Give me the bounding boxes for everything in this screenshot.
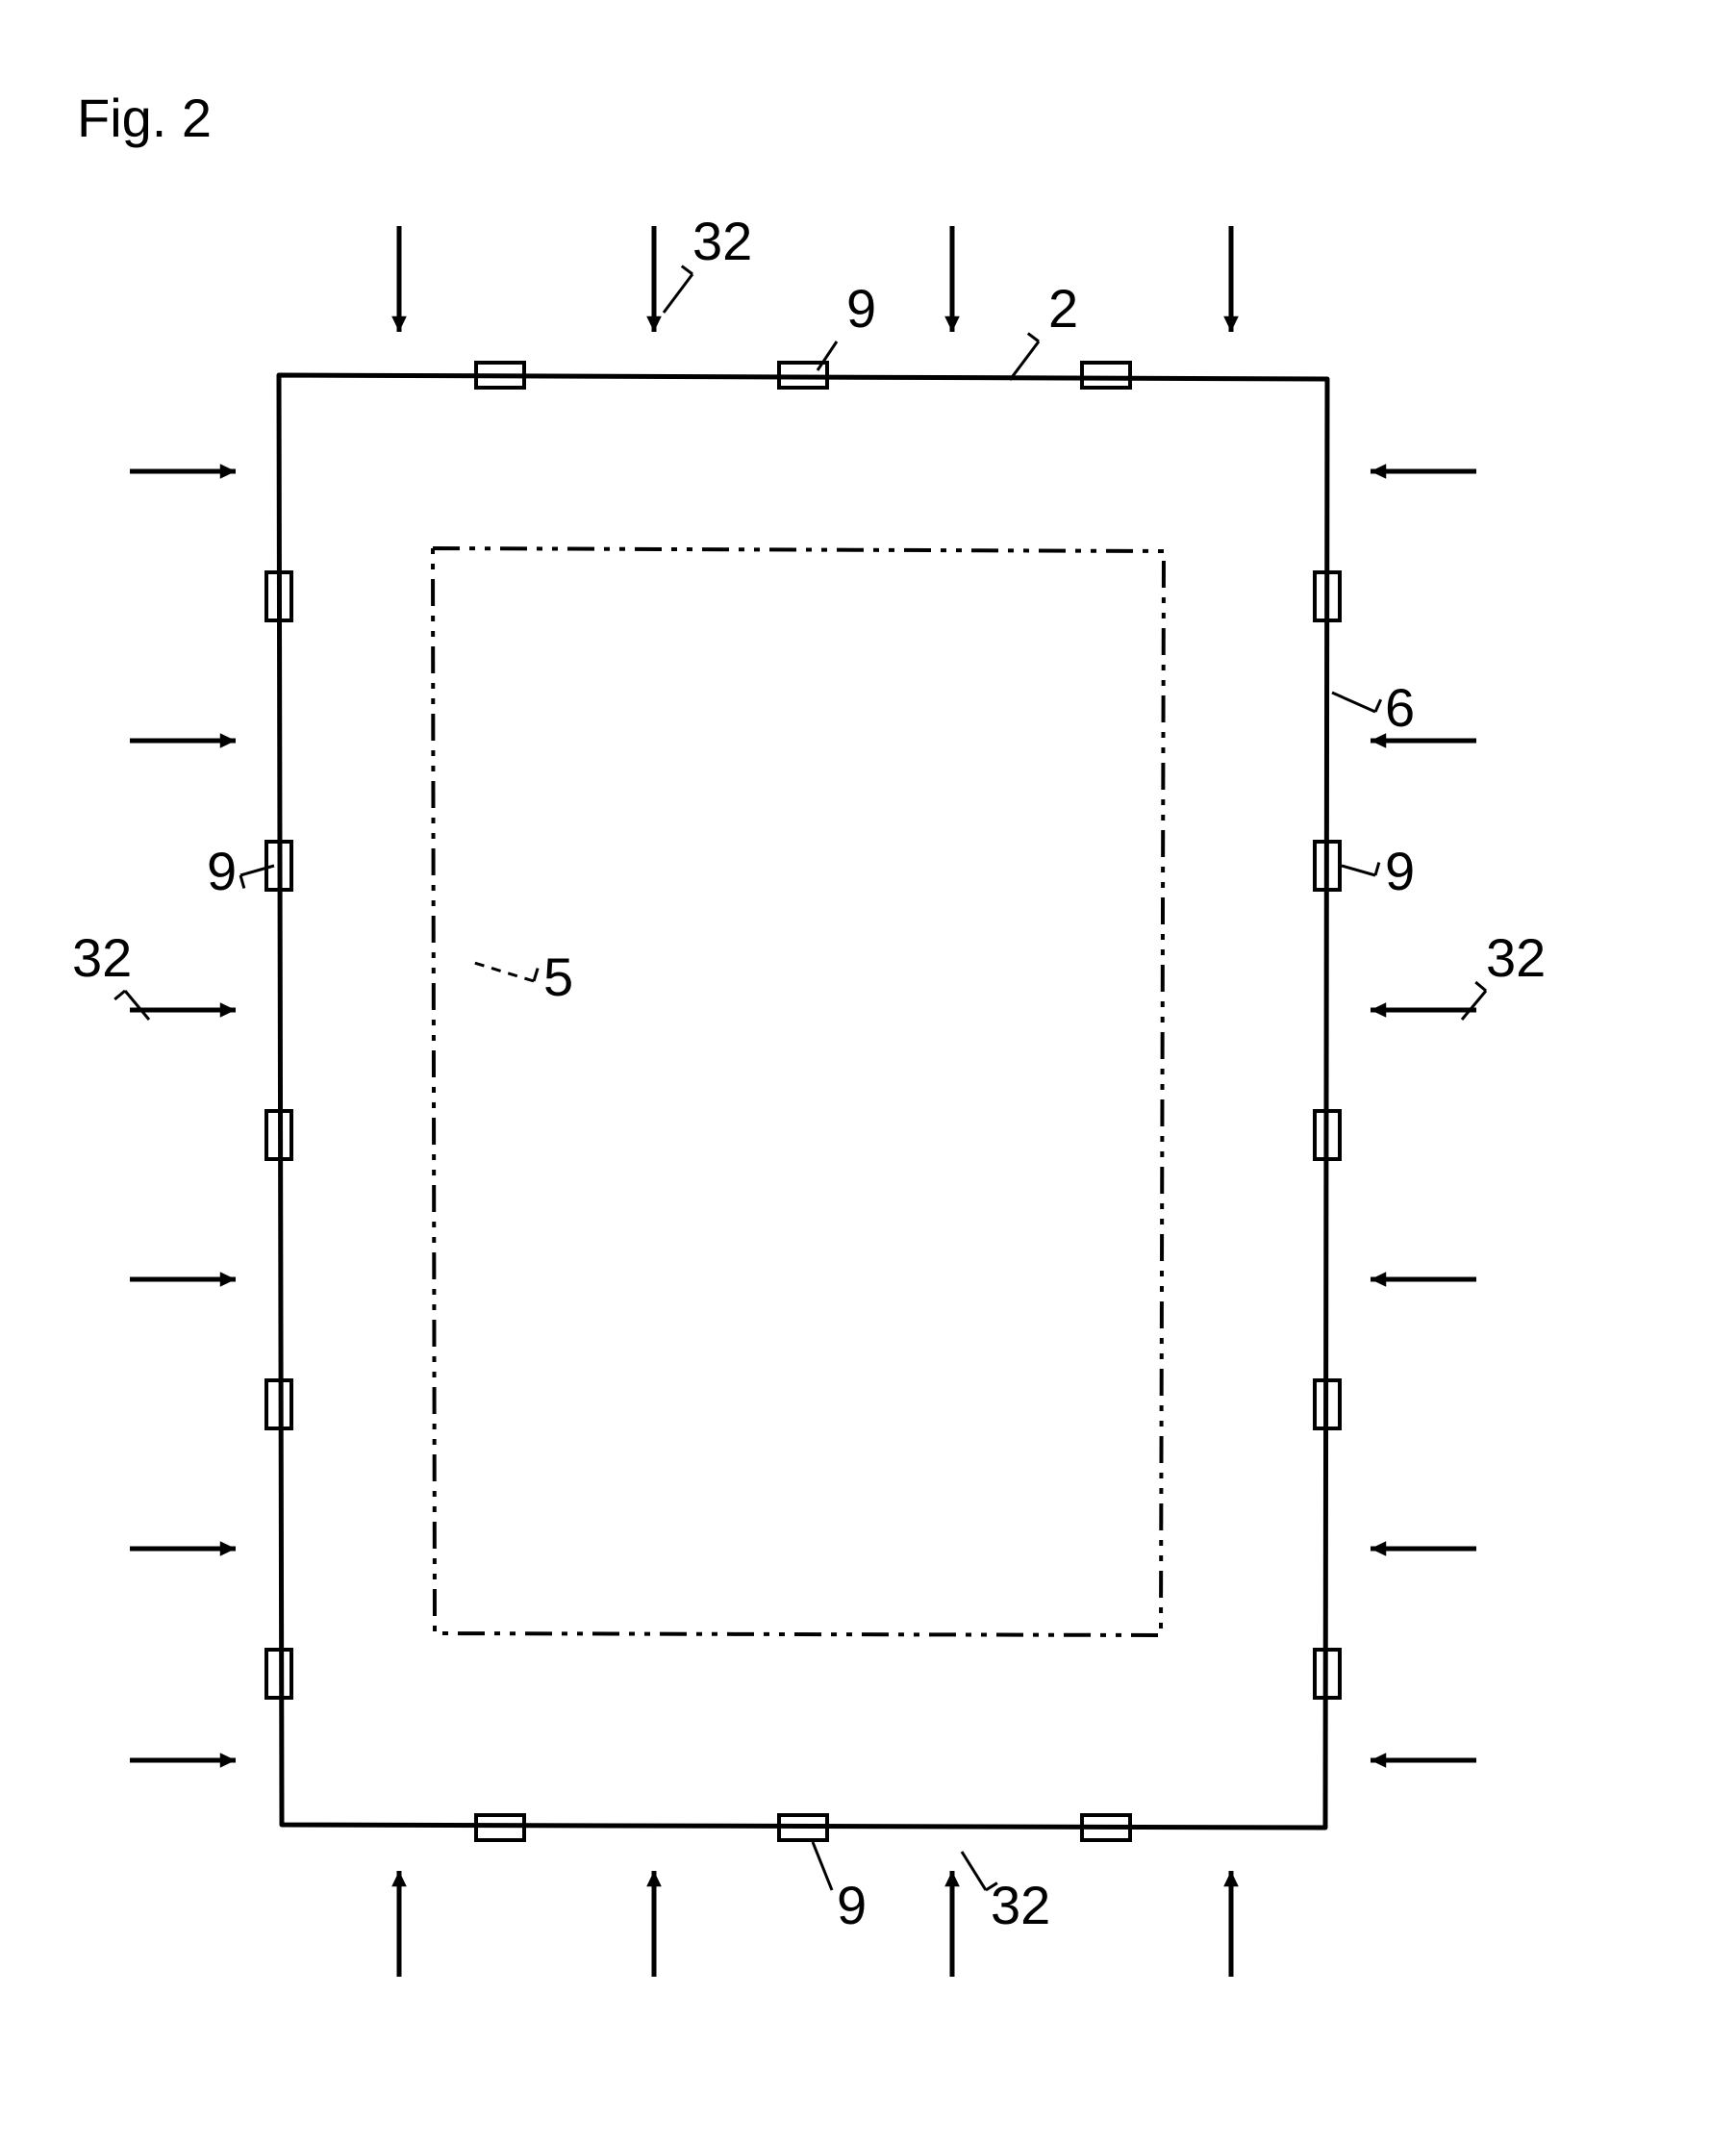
leader-line <box>1332 693 1375 712</box>
figure-page: Fig. 2 329269329325932 <box>0 0 1736 2146</box>
arrow-up <box>391 1871 407 1977</box>
leader-line <box>813 1842 832 1890</box>
ref-label-9: 9 <box>207 841 237 901</box>
leader-line <box>125 991 149 1020</box>
diagram-svg: 32 9 2 6 9 32 9 32 5 9 32 <box>0 0 1736 2146</box>
leader-hook <box>1375 699 1381 712</box>
leader-line <box>240 866 274 875</box>
leader-line <box>1462 991 1486 1020</box>
arrow-down <box>1223 226 1239 332</box>
ref-label-32: 32 <box>692 211 752 271</box>
leader-hook <box>114 991 125 999</box>
leader-hook <box>682 266 692 274</box>
leader-line <box>962 1852 986 1890</box>
arrow-right <box>130 1272 236 1287</box>
ref-label-6: 6 <box>1385 677 1415 738</box>
arrow-left <box>1371 464 1476 479</box>
leader-line <box>471 962 534 981</box>
arrow-up <box>646 1871 662 1977</box>
leader-line <box>1010 341 1039 380</box>
ref-label-32: 32 <box>72 927 132 988</box>
tab-left <box>266 1650 291 1698</box>
arrow-up <box>1223 1871 1239 1977</box>
tab-top <box>1082 363 1130 388</box>
arrow-left <box>1371 1541 1476 1556</box>
arrow-left <box>1371 1272 1476 1287</box>
ref-label-2: 2 <box>1048 278 1078 339</box>
leader-line <box>1342 866 1375 875</box>
arrow-left <box>1371 1002 1476 1018</box>
ref-label-9: 9 <box>837 1875 867 1935</box>
ref-label-9: 9 <box>1385 841 1415 901</box>
ref-label-9: 9 <box>846 278 876 339</box>
leader-hook <box>1028 334 1039 341</box>
arrow-right <box>130 733 236 748</box>
inner-frame-dashed <box>433 548 1164 1635</box>
arrow-down <box>646 226 662 332</box>
arrow-up <box>944 1871 960 1977</box>
arrow-down <box>391 226 407 332</box>
leader-line <box>664 274 692 313</box>
ref-label-32: 32 <box>991 1875 1050 1935</box>
arrow-left <box>1371 1753 1476 1768</box>
arrow-right <box>130 1753 236 1768</box>
ref-label-5: 5 <box>543 947 573 1007</box>
leader-hook <box>240 875 244 888</box>
ref-label-32: 32 <box>1486 927 1546 988</box>
leader-hook <box>534 969 538 981</box>
leader-hook <box>1375 863 1379 875</box>
arrow-right <box>130 1541 236 1556</box>
arrow-down <box>944 226 960 332</box>
leader-hook <box>1475 982 1486 991</box>
arrow-right <box>130 464 236 479</box>
